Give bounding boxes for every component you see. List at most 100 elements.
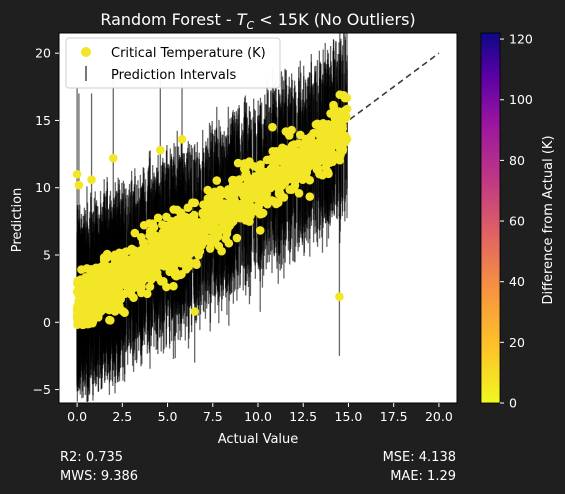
- data-point: [215, 211, 225, 221]
- title-prefix: Random Forest -: [100, 10, 236, 29]
- data-point: [74, 180, 84, 190]
- data-point: [111, 253, 120, 263]
- data-point: [139, 220, 149, 230]
- data-point: [313, 164, 323, 173]
- data-point: [145, 271, 154, 280]
- colorbar-tick-label: 80: [509, 153, 525, 168]
- data-point: [99, 269, 109, 279]
- data-point: [205, 244, 215, 253]
- data-point: [117, 259, 127, 268]
- data-point: [309, 128, 318, 138]
- x-tick-label: 12.5: [289, 409, 317, 424]
- y-tick-label: 20: [35, 46, 51, 61]
- data-point: [274, 166, 283, 175]
- data-point: [205, 198, 214, 208]
- data-point: [295, 159, 304, 169]
- data-point: [336, 116, 346, 126]
- data-point: [328, 157, 337, 167]
- data-point: [322, 166, 332, 176]
- y-tick-label: 15: [35, 113, 51, 128]
- data-point: [136, 246, 145, 255]
- data-point: [155, 238, 164, 247]
- data-point: [190, 307, 199, 316]
- y-axis-label: Prediction: [10, 188, 25, 253]
- y-tick-label: 10: [35, 180, 51, 195]
- data-point: [106, 279, 116, 288]
- data-point: [186, 233, 196, 243]
- x-tick-label: 15.0: [335, 409, 363, 424]
- colorbar-ticks: 0 20 40 60 80 100 120: [500, 32, 533, 411]
- data-point: [96, 262, 106, 272]
- data-point: [92, 278, 101, 287]
- r2-stat: R2: 0.735: [60, 450, 124, 465]
- data-point: [162, 212, 171, 222]
- data-points: [72, 90, 352, 330]
- data-point: [130, 228, 140, 238]
- data-point: [210, 187, 219, 197]
- legend-label-points: Critical Temperature (K): [111, 46, 266, 61]
- data-point: [262, 155, 272, 165]
- data-point: [179, 232, 189, 241]
- data-point: [145, 282, 155, 291]
- legend-label-intervals: Prediction Intervals: [111, 68, 236, 83]
- data-point: [74, 305, 83, 315]
- mse-stat: MSE: 4.138: [382, 450, 456, 465]
- x-tick-label: 17.5: [380, 409, 408, 424]
- data-point: [87, 175, 96, 184]
- data-point: [176, 259, 186, 268]
- data-point: [160, 225, 169, 235]
- data-point: [287, 141, 297, 150]
- x-tick-label: 20.0: [425, 409, 453, 424]
- colorbar-label: Difference from Actual (K): [541, 135, 556, 304]
- x-tick-label: 10.0: [244, 409, 272, 424]
- data-point: [225, 186, 235, 196]
- data-point: [156, 145, 165, 155]
- x-axis-label: Actual Value: [218, 432, 299, 447]
- data-point: [235, 175, 244, 184]
- data-point: [200, 212, 210, 221]
- x-axis-ticks: 0.0 2.5 5.0 7.5 10.0 12.5 15.0 17.5 20.0: [67, 403, 453, 424]
- data-point: [242, 182, 252, 191]
- mws-stat: MWS: 9.386: [60, 469, 139, 484]
- data-point: [162, 282, 171, 292]
- data-point: [316, 141, 326, 151]
- data-point: [256, 163, 265, 173]
- data-point: [106, 262, 115, 272]
- data-point: [258, 208, 268, 218]
- data-point: [244, 206, 254, 215]
- data-point: [143, 245, 153, 254]
- x-tick-label: 0.0: [67, 409, 87, 424]
- data-point: [205, 234, 215, 243]
- data-point: [335, 292, 344, 302]
- data-point: [92, 302, 101, 311]
- data-point: [340, 136, 350, 145]
- data-point: [250, 183, 260, 192]
- data-point: [153, 213, 163, 223]
- colorbar-tick-label: 60: [509, 214, 525, 229]
- legend: Critical Temperature (K) Prediction Inte…: [65, 37, 281, 89]
- y-tick-label: 5: [43, 248, 51, 263]
- data-point: [106, 315, 115, 325]
- colorbar-tick-label: 0: [509, 396, 517, 411]
- data-point: [212, 176, 222, 185]
- data-point: [268, 122, 277, 132]
- data-point: [289, 183, 299, 193]
- data-point: [241, 168, 251, 178]
- data-point: [275, 156, 285, 165]
- data-point: [183, 203, 193, 213]
- data-point: [177, 214, 187, 224]
- data-point: [156, 277, 166, 286]
- data-point: [77, 265, 86, 274]
- data-point: [80, 301, 90, 310]
- data-point: [305, 192, 315, 201]
- data-point: [226, 211, 236, 221]
- data-point: [342, 104, 352, 114]
- data-point: [111, 270, 121, 279]
- x-tick-label: 5.0: [158, 409, 178, 424]
- data-point: [267, 179, 277, 189]
- data-point: [303, 137, 313, 147]
- data-point: [274, 176, 284, 186]
- data-point: [120, 308, 129, 317]
- data-point: [281, 127, 291, 136]
